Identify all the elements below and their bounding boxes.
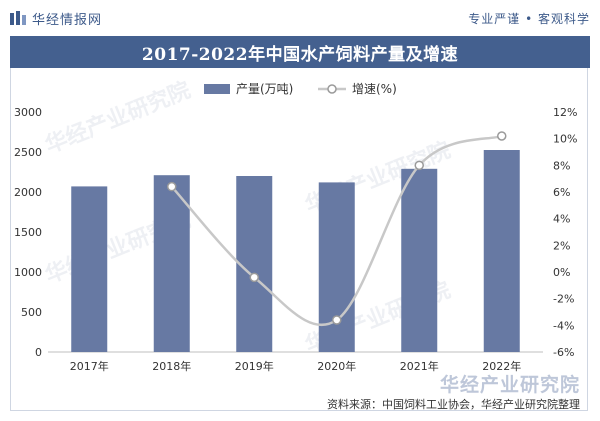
legend-bar-swatch (204, 84, 230, 94)
x-tick-label: 2019年 (235, 359, 274, 373)
legend-line-label: 增速(%) (352, 82, 397, 96)
y-left-tick-label: 3000 (14, 106, 42, 119)
y-right-tick-label: -6% (553, 346, 574, 359)
x-tick-label: 2021年 (400, 359, 439, 373)
growth-point (167, 181, 177, 192)
y-right-tick-label: -4% (553, 319, 574, 332)
chart-title: 2017-2022年中国水产饲料产量及增速 (141, 44, 459, 65)
y-right-tick-label: 2% (553, 239, 570, 252)
y-right-tick-label: 4% (553, 213, 570, 226)
watermark-logo: 华经产业研究院 (439, 374, 580, 396)
y-right-tick-label: 12% (553, 106, 577, 119)
x-tick-label: 2018年 (152, 359, 191, 373)
y-right-tick-label: 0% (553, 266, 570, 279)
bar (483, 150, 520, 352)
chart-frame (10, 68, 588, 411)
bar (318, 182, 355, 352)
y-right-tick-label: 10% (553, 133, 577, 146)
y-left-tick-label: 0 (35, 346, 42, 359)
bar (401, 168, 438, 352)
y-left-tick-label: 1000 (14, 266, 42, 279)
brand-logo-icon (10, 11, 26, 25)
bar (153, 175, 190, 352)
top-bar: 华经情报网 专业严谨 • 客观科学 (0, 0, 600, 36)
y-left-tick-label: 2000 (14, 186, 42, 199)
growth-point (249, 272, 259, 283)
bar (236, 176, 273, 352)
chart-title-bar: 2017-2022年中国水产饲料产量及增速 (10, 36, 590, 68)
y-left-tick-label: 500 (21, 306, 42, 319)
bar (71, 186, 108, 352)
x-tick-label: 2017年 (70, 359, 109, 373)
tagline: 专业严谨 • 客观科学 (468, 11, 590, 26)
x-tick-label: 2020年 (317, 359, 356, 373)
x-tick-label: 2022年 (482, 359, 521, 373)
y-left-tick-label: 2500 (14, 146, 42, 159)
growth-point (414, 160, 424, 171)
y-left-tick-label: 1500 (14, 226, 42, 239)
y-right-tick-label: 6% (553, 186, 570, 199)
brand-name: 华经情报网 (32, 12, 103, 28)
growth-point (497, 131, 507, 141)
legend-bar-label: 产量(万吨) (236, 82, 293, 96)
y-right-tick-label: -2% (553, 293, 574, 306)
growth-point (332, 315, 342, 325)
source-note: 资料来源：中国饲料工业协会，华经产业研究院整理 (327, 398, 580, 411)
legend-line-marker (327, 84, 337, 94)
y-right-tick-label: 8% (553, 159, 570, 172)
brand: 华经情报网 (10, 9, 102, 28)
